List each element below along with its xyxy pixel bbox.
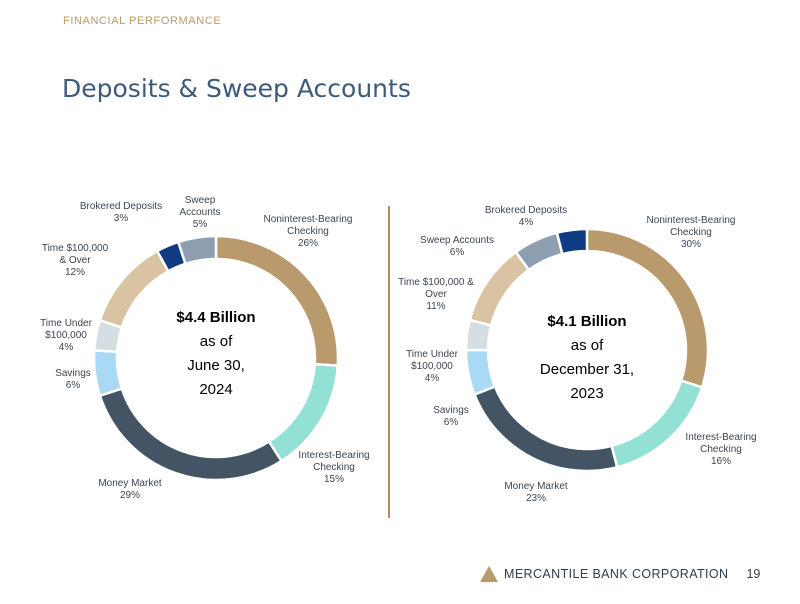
company-name: MERCANTILE BANK CORPORATION <box>504 567 729 581</box>
slice-interest <box>267 362 340 463</box>
slice-sweep <box>176 234 218 266</box>
slice-label-money-market: Money Market 29% <box>98 478 162 501</box>
donut-center-title-1: $4.4 Billion as of June 30, 2024 <box>176 309 255 398</box>
slice-label-noninterest: Noninterest-Bearing Checking 30% <box>647 215 736 250</box>
slice-time-over <box>98 249 171 329</box>
slice-label-sweep: Sweep Accounts 6% <box>420 235 494 258</box>
slice-label-brokered: Brokered Deposits 3% <box>80 201 162 224</box>
slice-label-noninterest: Noninterest-Bearing Checking 26% <box>264 214 353 249</box>
slice-label-time-over: Time $100,000 & Over 12% <box>42 243 109 278</box>
slice-label-brokered: Brokered Deposits 4% <box>485 205 567 228</box>
company-logo-icon <box>480 566 498 582</box>
slice-savings <box>92 349 124 398</box>
slice-label-money-market: Money Market 23% <box>504 481 568 504</box>
slice-label-time-over: Time $100,000 & Over 11% <box>398 277 474 312</box>
slice-savings <box>464 348 497 397</box>
slice-interest <box>610 379 704 469</box>
slice-label-interest: Interest-Bearing Checking 16% <box>685 432 756 467</box>
slice-label-time-under: Time Under $100,000 4% <box>406 349 459 384</box>
slice-money-market <box>98 387 284 482</box>
slice-brokered <box>555 227 589 256</box>
donut-chart-2: Noninterest-Bearing Checking 30% Interest-B… <box>398 205 756 504</box>
slice-label-sweep: Sweep Accounts 5% <box>179 195 220 230</box>
slice-label-time-under: Time Under $100,000 4% <box>40 318 93 353</box>
donut-center-title-2: $4.1 Billion as of December 31, 2023 <box>540 313 634 402</box>
slice-label-savings: Savings 6% <box>433 405 469 428</box>
slice-label-interest: Interest-Bearing Checking 15% <box>298 450 369 485</box>
page-number: 19 <box>746 567 761 581</box>
chart-divider <box>388 206 390 518</box>
section-label: FINANCIAL PERFORMANCE <box>63 15 222 27</box>
footer: MERCANTILE BANK CORPORATION 19 <box>480 564 760 584</box>
donut-chart-1: Noninterest-Bearing Checking 26% Interest-B… <box>40 195 370 501</box>
slice-noninterest <box>214 234 340 367</box>
slice-time-over <box>468 250 531 327</box>
page-title: Deposits & Sweep Accounts <box>62 74 411 103</box>
slice-label-savings: Savings 6% <box>55 368 91 391</box>
